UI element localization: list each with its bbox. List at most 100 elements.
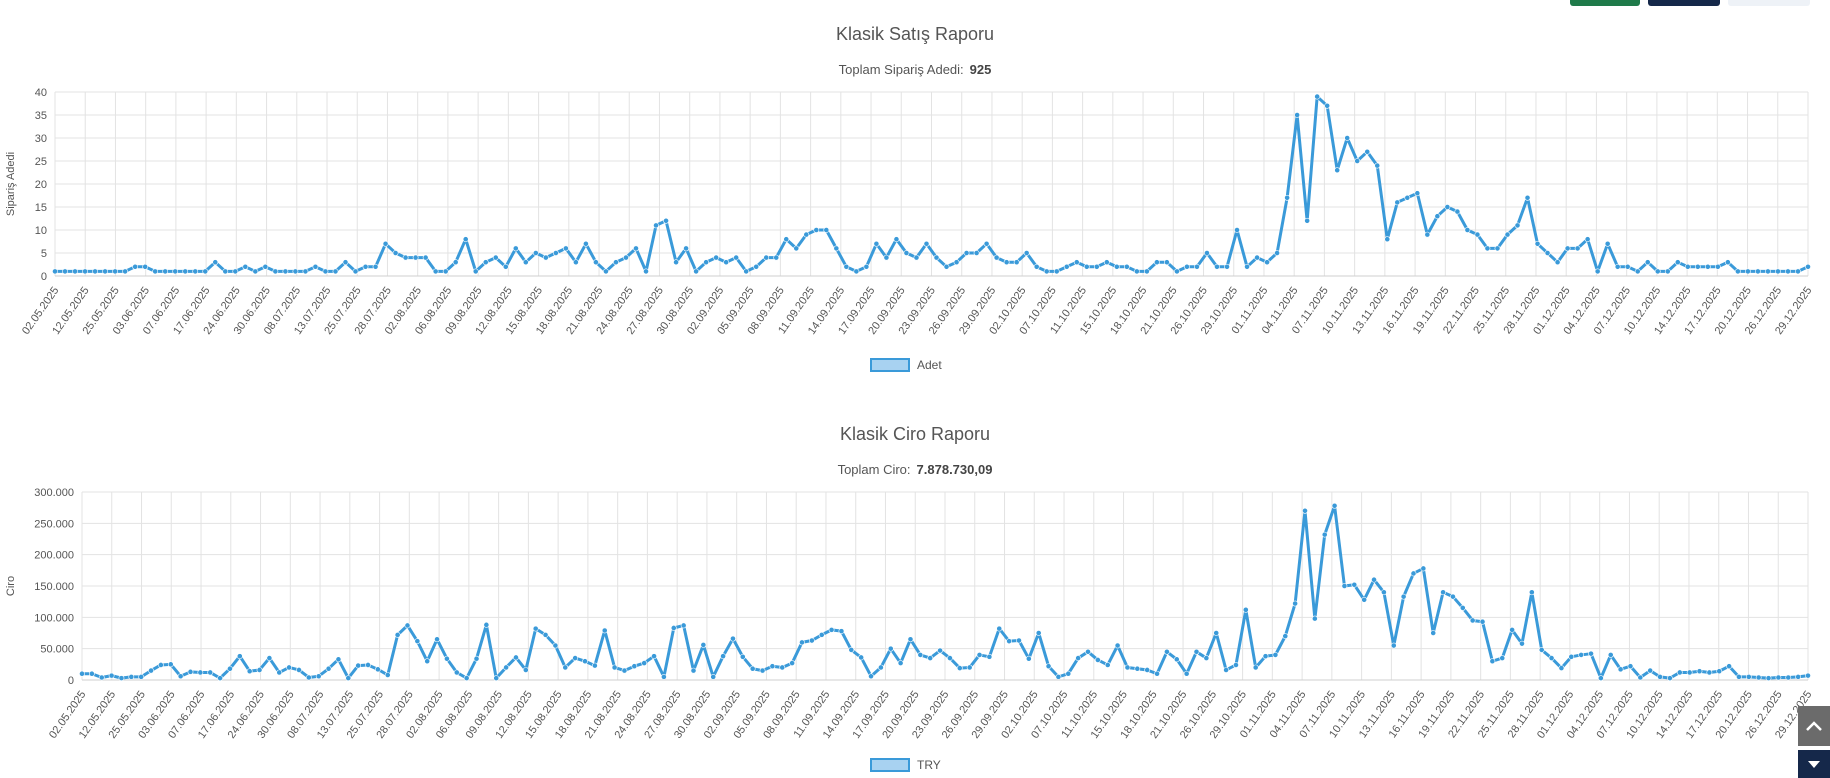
data-point [1696,668,1703,675]
data-point [187,668,194,675]
sales-chart-subtitle: Toplam Sipariş Adedi: 925 [0,62,1830,77]
data-point [1584,236,1591,243]
data-point [693,268,699,275]
data-point [1193,648,1200,655]
data-point [601,627,608,634]
data-point [1519,640,1525,647]
data-point [355,662,362,669]
data-point [1262,653,1269,660]
data-point [312,263,319,270]
data-point [1745,673,1752,680]
data-point [1390,642,1397,649]
data-point [1003,259,1010,266]
data-point [152,268,159,275]
data-point [212,259,219,266]
data-point [462,236,469,243]
data-point [542,254,549,261]
data-point [322,268,329,275]
data-point [1174,268,1180,275]
data-point [1524,194,1531,201]
data-point [1724,259,1731,266]
data-point [1075,655,1082,661]
data-point [651,653,657,660]
data-point [1479,618,1486,625]
data-point [753,263,760,270]
data-point [1324,102,1331,109]
data-point [917,652,924,658]
data-point [947,655,953,661]
caret-down-icon [1808,761,1820,768]
data-point [1254,254,1260,261]
data-point [1805,263,1811,270]
data-point [853,268,860,275]
data-point [217,675,223,682]
data-point [828,626,835,633]
light-action-button[interactable] [1728,0,1810,6]
data-point [483,621,490,628]
data-point [1153,259,1160,266]
sales-chart-title: Klasik Satış Raporu [835,24,995,44]
data-point [202,268,209,275]
data-point [365,662,371,668]
data-point [142,263,149,270]
data-point [818,631,825,638]
green-action-button[interactable] [1570,0,1640,6]
data-point [1274,250,1280,256]
data-point [603,268,609,275]
data-point [1676,669,1683,676]
data-point [382,240,389,247]
data-point [493,675,500,682]
data-point [172,268,179,275]
revenue-chart-section: Klasik Ciro Raporu Toplam Ciro: 7.878.730… [0,400,1830,778]
data-point [749,665,756,672]
data-point [1354,158,1361,164]
data-point [1035,630,1042,636]
data-point [1284,194,1291,201]
data-point [292,268,299,275]
y-tick-label: 30 [35,133,47,145]
data-point [482,259,489,266]
scroll-up-button[interactable] [1798,706,1830,746]
data-point [1684,263,1691,270]
data-point [473,655,480,662]
data-point [503,664,510,671]
data-point [1637,674,1644,681]
data-point [72,268,78,275]
data-point [1694,263,1701,270]
scroll-down-button[interactable] [1798,750,1830,778]
data-point [1744,268,1751,275]
data-point [472,268,479,275]
data-point [452,259,459,266]
y-tick-label: 0 [41,271,47,283]
navy-action-button[interactable] [1648,0,1720,6]
data-point [572,259,579,266]
data-point [897,660,904,666]
data-point [623,254,629,261]
data-point [227,665,233,672]
data-point [1272,652,1279,658]
data-point [1053,268,1060,275]
data-point [1234,227,1240,233]
data-point [1474,231,1481,238]
data-point [138,673,145,680]
data-point [631,663,638,670]
data-point [720,653,726,660]
data-point [613,259,619,266]
data-point [1430,630,1437,636]
data-point [887,645,894,652]
data-point [1351,581,1358,588]
data-point [1143,268,1150,275]
data-point [1203,655,1210,661]
data-point [424,658,431,665]
data-point [643,268,649,275]
data-point [1538,647,1545,653]
data-point [1614,263,1621,270]
data-point [1224,263,1230,270]
data-point [384,672,391,678]
data-point [779,664,786,671]
data-point [877,664,884,671]
data-point [1554,259,1561,266]
total-revenue-value: 7.878.730,09 [916,462,993,477]
data-point [532,250,539,256]
data-point [1016,637,1022,644]
